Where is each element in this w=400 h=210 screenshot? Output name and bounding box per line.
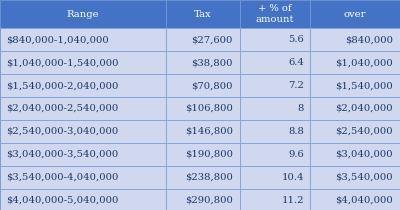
Text: $290,800: $290,800 (185, 196, 233, 205)
Text: $1,040,000-1,540,000: $1,040,000-1,540,000 (6, 58, 118, 67)
Text: $146,800: $146,800 (185, 127, 233, 136)
Bar (310, 0, 400, 28)
Bar (310, 74, 400, 97)
Bar (240, 51, 310, 74)
Text: $1,040,000: $1,040,000 (335, 58, 393, 67)
Bar (240, 166, 310, 189)
Text: $3,040,000-3,540,000: $3,040,000-3,540,000 (6, 150, 118, 159)
Text: $3,040,000: $3,040,000 (335, 150, 393, 159)
Text: $4,040,000: $4,040,000 (335, 196, 393, 205)
Text: + % of
amount: + % of amount (256, 4, 294, 24)
Text: Range: Range (67, 10, 99, 19)
Bar (240, 97, 310, 120)
Text: $1,540,000-2,040,000: $1,540,000-2,040,000 (6, 81, 118, 90)
Bar (0, 51, 166, 74)
Bar (310, 51, 400, 74)
Bar (240, 120, 310, 143)
Bar (240, 28, 310, 51)
Text: $70,800: $70,800 (191, 81, 233, 90)
Bar (166, 189, 240, 210)
Bar (166, 120, 240, 143)
Text: 5.6: 5.6 (288, 35, 304, 44)
Text: $4,040,000-5,040,000: $4,040,000-5,040,000 (6, 196, 118, 205)
Text: $3,540,000-4,040,000: $3,540,000-4,040,000 (6, 173, 118, 182)
Bar (240, 0, 310, 28)
Bar (166, 51, 240, 74)
Bar (240, 189, 310, 210)
Text: $38,800: $38,800 (191, 58, 233, 67)
Text: 8.8: 8.8 (288, 127, 304, 136)
Bar (240, 143, 310, 166)
Text: $106,800: $106,800 (185, 104, 233, 113)
Text: 6.4: 6.4 (288, 58, 304, 67)
Bar (310, 189, 400, 210)
Bar (166, 28, 240, 51)
Text: $27,600: $27,600 (192, 35, 233, 44)
Bar (166, 97, 240, 120)
Bar (0, 166, 166, 189)
Text: $840,000: $840,000 (345, 35, 393, 44)
Bar (0, 189, 166, 210)
Text: 11.2: 11.2 (282, 196, 304, 205)
Text: 8: 8 (298, 104, 304, 113)
Bar (166, 166, 240, 189)
Text: $840,000-1,040,000: $840,000-1,040,000 (6, 35, 109, 44)
Bar (166, 0, 240, 28)
Bar (0, 74, 166, 97)
Bar (310, 166, 400, 189)
Text: $2,540,000-3,040,000: $2,540,000-3,040,000 (6, 127, 118, 136)
Bar (310, 143, 400, 166)
Text: 7.2: 7.2 (288, 81, 304, 90)
Bar (0, 0, 166, 28)
Bar (310, 97, 400, 120)
Text: over: over (344, 10, 366, 19)
Bar (166, 143, 240, 166)
Bar (310, 28, 400, 51)
Bar (0, 143, 166, 166)
Text: Tax: Tax (194, 10, 212, 19)
Text: $2,040,000: $2,040,000 (335, 104, 393, 113)
Bar (0, 97, 166, 120)
Bar (240, 74, 310, 97)
Text: 10.4: 10.4 (282, 173, 304, 182)
Text: $190,800: $190,800 (185, 150, 233, 159)
Bar (310, 120, 400, 143)
Text: $238,800: $238,800 (185, 173, 233, 182)
Bar (0, 120, 166, 143)
Text: $2,040,000-2,540,000: $2,040,000-2,540,000 (6, 104, 118, 113)
Text: $1,540,000: $1,540,000 (335, 81, 393, 90)
Bar (166, 74, 240, 97)
Text: $2,540,000: $2,540,000 (335, 127, 393, 136)
Bar (0, 28, 166, 51)
Text: 9.6: 9.6 (288, 150, 304, 159)
Text: $3,540,000: $3,540,000 (335, 173, 393, 182)
